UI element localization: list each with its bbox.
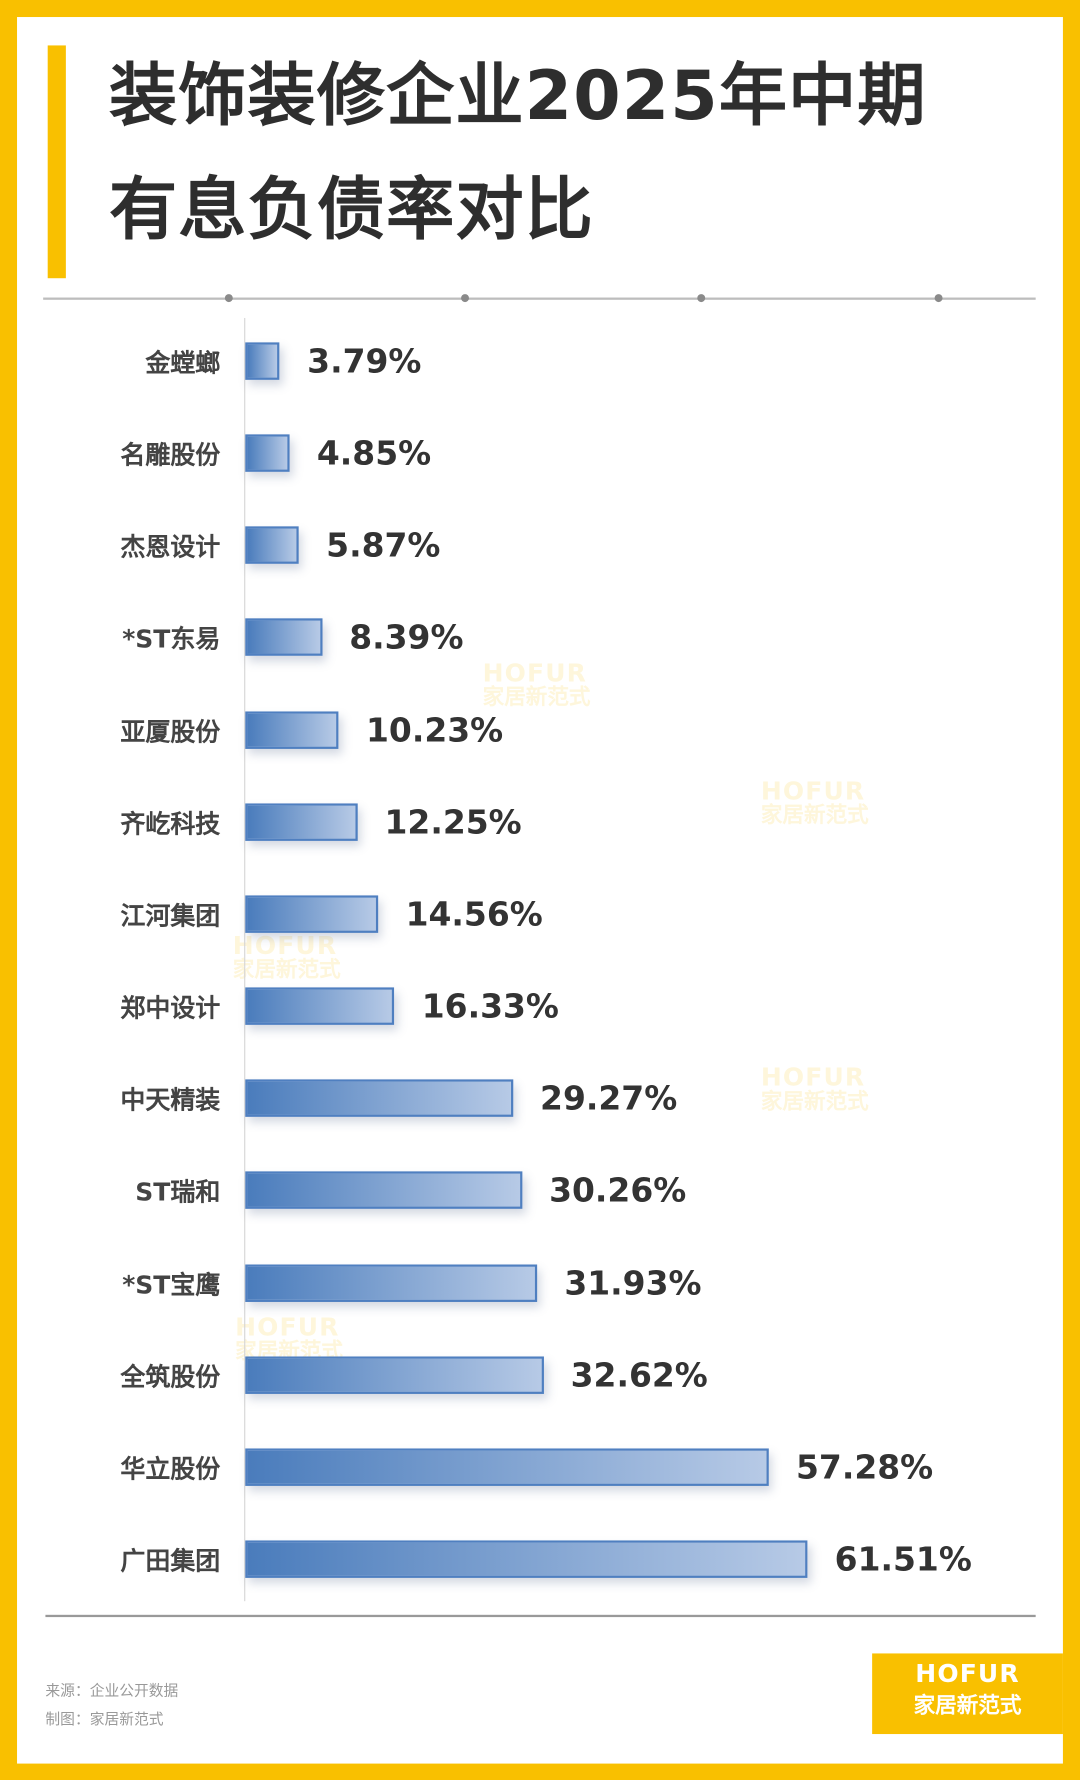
value-label: 32.62% [570, 1355, 708, 1395]
bottom-rule [45, 1614, 1036, 1618]
category-label: 江河集团 [120, 902, 221, 932]
watermark: HOFUR 家居新范式 [232, 932, 341, 983]
separator-dot [461, 294, 470, 303]
bar [245, 1263, 538, 1302]
bar [245, 987, 395, 1025]
bar [245, 1079, 513, 1118]
value-label: 29.27% [540, 1079, 678, 1118]
category-label: 华立股份 [120, 1455, 221, 1484]
value-label: 12.25% [384, 802, 522, 842]
category-label: 广田集团 [120, 1547, 221, 1577]
separator [43, 297, 1036, 300]
category-label: ST瑞和 [135, 1179, 221, 1208]
logo-en: HOFUR [915, 1660, 1020, 1689]
value-label: 30.26% [549, 1171, 687, 1210]
bar [245, 618, 322, 657]
category-label: *ST东易 [122, 626, 221, 655]
category-label: 杰恩设计 [120, 534, 221, 563]
credit-text: 制图：家居新范式 [45, 1711, 164, 1729]
category-axis [244, 317, 246, 1602]
hofur-logo: HOFUR 家居新范式 [872, 1653, 1063, 1735]
watermark: HOFUR 家居新范式 [760, 777, 869, 828]
category-label: 名雕股份 [120, 441, 221, 471]
category-label: 中天精装 [120, 1086, 221, 1116]
bar [245, 1356, 544, 1394]
value-label: 16.33% [421, 986, 559, 1026]
bar [245, 1171, 522, 1210]
category-label: 金螳螂 [145, 349, 221, 379]
watermark: HOFUR 家居新范式 [760, 1064, 869, 1115]
bar [245, 526, 299, 565]
separator-dot [934, 294, 943, 303]
separator-dot [224, 294, 233, 303]
value-label: 14.56% [405, 894, 543, 934]
value-label: 10.23% [366, 710, 504, 750]
title-accent-bar [47, 45, 66, 279]
value-label: 8.39% [349, 618, 464, 657]
bar [245, 803, 358, 841]
value-label: 5.87% [326, 526, 441, 565]
category-label: 亚厦股份 [120, 718, 221, 747]
value-label: 3.79% [307, 341, 422, 381]
bar [245, 342, 280, 380]
category-label: 齐屹科技 [120, 810, 221, 839]
value-label: 31.93% [564, 1263, 702, 1302]
bar [245, 434, 290, 473]
bar [245, 895, 379, 933]
watermark: HOFUR 家居新范式 [482, 659, 591, 710]
value-label: 61.51% [834, 1539, 972, 1579]
logo-cn: 家居新范式 [913, 1693, 1022, 1719]
separator-dot [697, 294, 706, 303]
title-line-2: 有息负债率对比 [109, 170, 594, 250]
value-label: 57.28% [796, 1447, 934, 1487]
category-label: 全筑股份 [120, 1363, 221, 1392]
source-text: 来源：企业公开数据 [45, 1682, 179, 1700]
value-label: 4.85% [316, 433, 432, 473]
bar [245, 1448, 769, 1486]
category-label: *ST宝鹰 [122, 1271, 221, 1300]
title-line-1: 装饰装修企业2025年中期 [109, 56, 927, 137]
category-label: 郑中设计 [120, 994, 221, 1024]
bar [245, 710, 339, 749]
bar [245, 1540, 808, 1578]
panel [17, 17, 1063, 1764]
